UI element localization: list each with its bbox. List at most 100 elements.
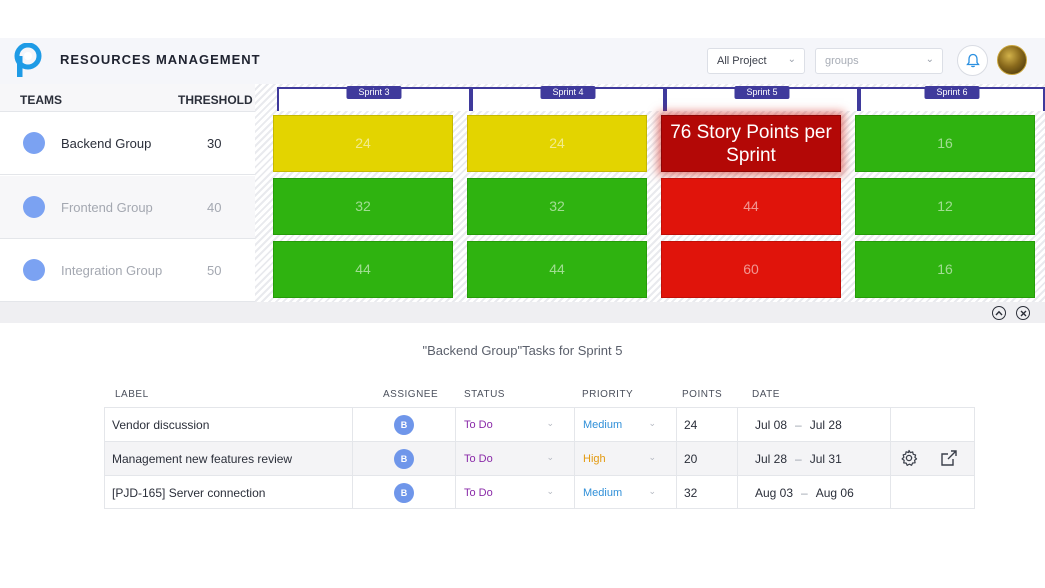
capacity-cell[interactable]: 44 (273, 241, 453, 298)
end-date: Aug 06 (815, 485, 854, 500)
team-row-backend[interactable]: Backend Group 30 (0, 112, 255, 175)
close-icon (1020, 310, 1026, 316)
priority-select[interactable]: High ⌄ (575, 442, 677, 475)
task-assignee[interactable]: B (353, 408, 456, 441)
chevron-down-icon: ⌄ (546, 452, 554, 462)
task-actions (891, 408, 975, 441)
capacity-cell[interactable]: 24 (273, 115, 453, 172)
team-name: Integration Group (61, 263, 163, 278)
sprint-header-4: Sprint 4 (471, 86, 665, 111)
project-select[interactable]: All Project ⌄ (707, 48, 805, 74)
task-actions (891, 476, 975, 509)
status-select[interactable]: To Do ⌄ (456, 442, 575, 475)
priority-select[interactable]: Medium ⌄ (575, 476, 677, 509)
sprint-label[interactable]: Sprint 3 (346, 86, 402, 99)
capacity-cell[interactable]: 44 (467, 241, 647, 298)
task-points[interactable]: 20 (677, 442, 738, 475)
project-select-value: All Project (717, 55, 767, 67)
user-avatar[interactable] (997, 45, 1027, 75)
team-row-frontend[interactable]: Frontend Group 40 (0, 176, 255, 239)
task-row[interactable]: [PJD-165] Server connection B To Do ⌄ Me… (104, 475, 975, 509)
sprint-header-6: Sprint 6 (859, 86, 1045, 111)
bell-icon (965, 53, 980, 68)
start-date: Jul 08 (755, 417, 788, 432)
p-logo-icon[interactable] (14, 43, 44, 79)
groups-select-placeholder: groups (825, 55, 859, 67)
capacity-cell[interactable]: 16 (855, 241, 1035, 298)
date-separator: – (795, 417, 802, 432)
end-date: Jul 28 (809, 417, 842, 432)
team-threshold: 40 (207, 200, 222, 215)
task-row[interactable]: Management new features review B To Do ⌄… (104, 441, 975, 475)
team-dot-icon (23, 259, 45, 281)
status-value: To Do (464, 418, 493, 431)
chevron-down-icon: ⌄ (546, 486, 554, 496)
capacity-cell[interactable]: 32 (467, 178, 647, 235)
chevron-down-icon: ⌄ (648, 418, 656, 428)
task-assignee[interactable]: B (353, 442, 456, 475)
status-value: To Do (464, 486, 493, 499)
column-header-date: DATE (752, 389, 780, 400)
task-label[interactable]: Management new features review (105, 442, 353, 475)
sprint-label[interactable]: Sprint 6 (924, 86, 980, 99)
sprint-label[interactable]: Sprint 5 (734, 86, 790, 99)
start-date: Aug 03 (755, 485, 794, 500)
column-header-status: STATUS (464, 389, 505, 400)
task-row[interactable]: Vendor discussion B To Do ⌄ Medium ⌄ 24 … (104, 407, 975, 441)
task-date-range[interactable]: Jul 28 – Jul 31 (738, 442, 891, 475)
team-name: Backend Group (61, 136, 152, 151)
assignee-avatar: B (394, 482, 414, 503)
column-header-points: POINTS (682, 389, 723, 400)
status-value: To Do (464, 452, 493, 465)
priority-select[interactable]: Medium ⌄ (575, 408, 677, 441)
capacity-cell[interactable]: 44 (661, 178, 841, 235)
team-name: Frontend Group (61, 200, 153, 215)
capacity-cell[interactable]: 16 (855, 115, 1035, 172)
task-actions (891, 442, 975, 475)
teams-table-header: TEAMS THRESHOLD (0, 84, 255, 112)
gear-icon[interactable] (899, 448, 919, 468)
priority-value: Medium (583, 486, 623, 499)
notifications-button[interactable] (957, 45, 988, 76)
top-header: RESOURCES MANAGEMENT All Project ⌄ group… (0, 38, 1045, 84)
status-select[interactable]: To Do ⌄ (456, 476, 575, 509)
capacity-cell[interactable]: 24 (467, 115, 647, 172)
team-row-integration[interactable]: Integration Group 50 (0, 239, 255, 302)
tasks-title: "Backend Group"Tasks for Sprint 5 (422, 343, 623, 358)
capacity-cell[interactable]: 60 (661, 241, 841, 298)
chevron-down-icon: ⌄ (546, 418, 554, 428)
task-date-range[interactable]: Aug 03 – Aug 06 (738, 476, 891, 509)
task-assignee[interactable]: B (353, 476, 456, 509)
team-threshold: 30 (207, 136, 222, 151)
date-separator: – (795, 451, 802, 466)
panel-toolbar (0, 302, 1045, 323)
chevron-down-icon: ⌄ (925, 54, 934, 65)
column-header-label: LABEL (115, 389, 149, 400)
assignee-avatar: B (394, 448, 414, 469)
task-label[interactable]: [PJD-165] Server connection (105, 476, 353, 509)
capacity-cell[interactable]: 12 (855, 178, 1035, 235)
column-header-assignee: ASSIGNEE (383, 389, 439, 400)
close-panel-button[interactable] (1016, 306, 1030, 320)
task-date-range[interactable]: Jul 08 – Jul 28 (738, 408, 891, 441)
task-label[interactable]: Vendor discussion (105, 408, 353, 441)
sprint-label[interactable]: Sprint 4 (540, 86, 596, 99)
threshold-column-header: THRESHOLD (178, 93, 253, 107)
collapse-button[interactable] (992, 306, 1006, 320)
sprint-header-5: Sprint 5 (665, 86, 859, 111)
team-threshold: 50 (207, 263, 222, 278)
assignee-avatar: B (394, 414, 414, 435)
task-points[interactable]: 24 (677, 408, 738, 441)
priority-value: Medium (583, 418, 623, 431)
external-link-icon[interactable] (939, 448, 959, 468)
status-select[interactable]: To Do ⌄ (456, 408, 575, 441)
capacity-cell[interactable]: 32 (273, 178, 453, 235)
chevron-down-icon: ⌄ (648, 452, 656, 462)
team-dot-icon (23, 196, 45, 218)
task-points[interactable]: 32 (677, 476, 738, 509)
capacity-cell-highlighted[interactable]: 76 Story Points per Sprint (661, 115, 841, 172)
chevron-up-icon (995, 310, 1003, 316)
chevron-down-icon: ⌄ (648, 486, 656, 496)
groups-select[interactable]: groups ⌄ (815, 48, 943, 74)
team-dot-icon (23, 132, 45, 154)
